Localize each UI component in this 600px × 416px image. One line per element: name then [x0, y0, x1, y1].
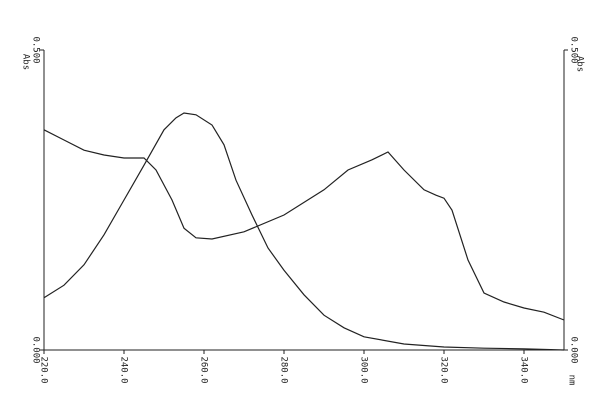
x-axis-label: nm — [567, 375, 577, 386]
y-axis-label: Abs — [21, 54, 31, 70]
x-tick-label: 220.0 — [39, 356, 49, 383]
y2-axis-label: Abs — [575, 56, 585, 72]
spectrum-line — [43, 112, 565, 351]
x-tick-label: 300.0 — [359, 356, 369, 383]
x-tick-label: 340.0 — [519, 356, 529, 383]
y-tick-label: 0.000 — [31, 336, 41, 363]
x-tick-label: 240.0 — [119, 356, 129, 383]
x-tick-label: 320.0 — [439, 356, 449, 383]
y2-tick-label: 0.500 — [569, 36, 579, 63]
x-tick-label: 280.0 — [279, 356, 289, 383]
x-tick-label: 260.0 — [199, 356, 209, 383]
y-tick-label: 0.500 — [31, 36, 41, 63]
y2-tick-label: 0.000 — [569, 336, 579, 363]
spectrum-line — [43, 129, 565, 321]
